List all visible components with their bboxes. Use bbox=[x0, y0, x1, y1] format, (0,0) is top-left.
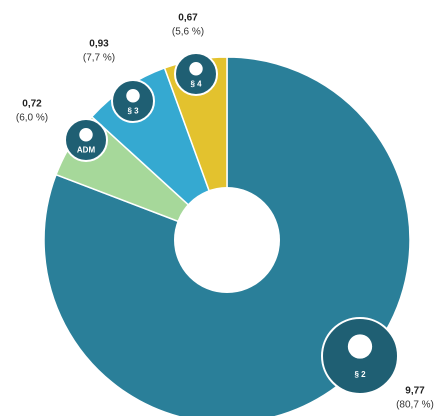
icon-glyph bbox=[347, 334, 373, 359]
icon-label: § 2 bbox=[354, 370, 366, 379]
percent-label: (7,7 %) bbox=[83, 53, 115, 64]
icon-label: § 3 bbox=[127, 107, 139, 116]
donut-hole bbox=[174, 187, 280, 293]
value-label: 0,72 bbox=[22, 99, 42, 110]
value-label: 0,67 bbox=[178, 13, 198, 24]
icon-label: ADM bbox=[77, 146, 96, 155]
icon-glyph bbox=[126, 89, 140, 103]
value-label: 9,77 bbox=[405, 386, 425, 397]
value-label: 0,93 bbox=[89, 39, 109, 50]
icon-glyph bbox=[189, 62, 203, 76]
icon-glyph bbox=[79, 128, 93, 142]
percent-label: (5,6 %) bbox=[172, 27, 204, 38]
slice bbox=[43, 56, 411, 416]
percent-label: (80,7 %) bbox=[396, 400, 434, 411]
icon-label: § 4 bbox=[190, 80, 202, 89]
labels: § 2 9,77 (80,7 %) ADM 0,72 (6,0 %) § 3 0,93 (7,7… bbox=[16, 13, 434, 411]
percent-label: (6,0 %) bbox=[16, 113, 48, 124]
